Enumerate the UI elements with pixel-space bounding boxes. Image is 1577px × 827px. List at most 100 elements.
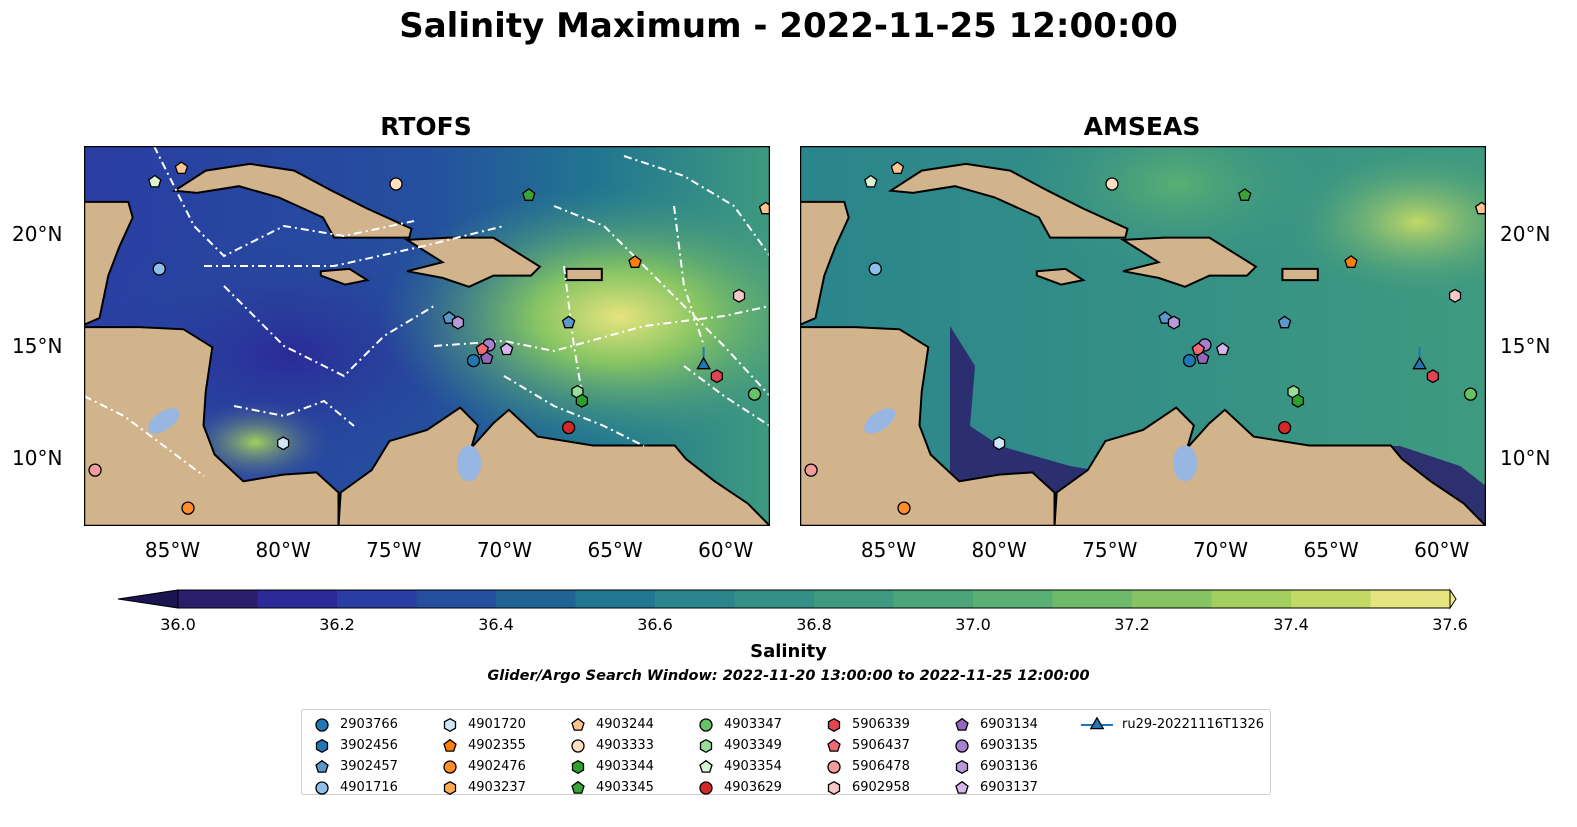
observation-marker-4903347[interactable] xyxy=(1463,387,1478,401)
observation-marker-4903344[interactable] xyxy=(1291,393,1305,408)
legend-label: 4901716 xyxy=(340,779,398,795)
lat-tick-label: 15°N xyxy=(1500,334,1551,359)
legend-item: 4901720 xyxy=(440,714,526,734)
observation-marker-ru29-20221116T1326[interactable] xyxy=(696,356,711,370)
lon-tick-label: 75°W xyxy=(1082,538,1138,562)
observation-marker-5906437[interactable] xyxy=(1191,342,1206,356)
land-shape xyxy=(1119,236,1258,288)
lon-tick-label: 70°W xyxy=(476,538,533,562)
colorbar-segment xyxy=(973,590,1053,608)
legend-marker-pentagon xyxy=(827,738,841,752)
lon-tick-label: 60°W xyxy=(698,538,754,562)
legend-marker-hexagon xyxy=(827,717,841,733)
lon-tick-label: 80°W xyxy=(255,538,311,562)
legend-item: 4902355 xyxy=(440,735,526,755)
colorbar xyxy=(117,588,1457,610)
land-shape xyxy=(887,162,1129,239)
legend-label: 4901720 xyxy=(468,716,526,732)
colorbar-tick-label: 36.8 xyxy=(796,615,832,634)
observation-marker-4903354[interactable] xyxy=(148,174,162,188)
legend-marker-circle xyxy=(571,739,585,753)
lake-maracaibo xyxy=(457,445,482,482)
observation-marker-4902355[interactable] xyxy=(628,255,642,268)
rtofs-map[interactable] xyxy=(84,146,770,526)
legend-marker-pentagon xyxy=(699,759,713,773)
observation-marker-4903345[interactable] xyxy=(522,188,536,201)
land-shape xyxy=(319,267,370,286)
observation-marker-6903137[interactable] xyxy=(499,342,514,356)
legend-marker-pentagon xyxy=(443,738,457,752)
observation-marker-2903766[interactable] xyxy=(1182,353,1197,368)
observation-marker-6902958[interactable] xyxy=(732,288,746,303)
observation-marker-4903629[interactable] xyxy=(1277,420,1292,435)
observation-marker-2903766[interactable] xyxy=(466,353,481,368)
observation-marker-4902476[interactable] xyxy=(897,501,911,515)
legend-label: 4902355 xyxy=(468,737,526,753)
land-shape xyxy=(84,326,340,526)
observation-marker-6903134[interactable] xyxy=(1196,351,1210,365)
observation-marker-5906478[interactable] xyxy=(804,463,818,477)
observation-marker-5906339[interactable] xyxy=(710,369,723,384)
map-frame xyxy=(800,146,1486,526)
colorbar-segment xyxy=(893,590,974,608)
observation-marker-6902958[interactable] xyxy=(1448,288,1462,303)
observation-marker-4903244[interactable] xyxy=(1474,201,1486,215)
lat-tick-label: 20°N xyxy=(1500,222,1551,247)
observation-marker-6903136[interactable] xyxy=(1167,315,1181,330)
observation-marker-6903137[interactable] xyxy=(1215,342,1230,356)
observation-marker-ru29-20221116T1326[interactable] xyxy=(1412,356,1427,370)
colorbar-tick-label: 37.0 xyxy=(955,615,991,634)
observation-marker-4903344[interactable] xyxy=(575,393,589,408)
legend-marker-pentagon xyxy=(955,780,969,794)
colorbar-tick-label: 36.2 xyxy=(319,615,355,634)
legend-marker-hexagon xyxy=(699,738,713,754)
lon-tick-label: 70°W xyxy=(1192,538,1249,562)
observation-marker-4903244[interactable] xyxy=(890,161,905,175)
legend-marker-pentagon xyxy=(315,759,329,773)
observation-marker-4903333[interactable] xyxy=(1105,177,1119,191)
observation-marker-4903345[interactable] xyxy=(1238,188,1252,201)
legend-item: 3902456 xyxy=(312,735,398,755)
land-shape xyxy=(337,406,770,526)
observation-marker-4903244[interactable] xyxy=(758,201,770,215)
observation-marker-4901720[interactable] xyxy=(277,436,290,451)
land-shape xyxy=(565,267,603,282)
observation-marker-5906478[interactable] xyxy=(88,463,102,477)
observation-marker-4903333[interactable] xyxy=(389,177,403,191)
lon-tick-label: 65°W xyxy=(587,538,643,562)
legend-marker-hexagon xyxy=(443,717,457,733)
legend-item: 4903349 xyxy=(696,735,782,755)
legend-label: 2903766 xyxy=(340,716,398,732)
observation-marker-5906339[interactable] xyxy=(1426,369,1439,384)
legend-marker-circle xyxy=(315,781,329,795)
legend-item: 4902476 xyxy=(440,756,526,776)
observation-marker-4903354[interactable] xyxy=(864,174,878,188)
observation-marker-4902476[interactable] xyxy=(181,501,195,515)
observation-marker-4901716[interactable] xyxy=(868,262,882,276)
amseas-map[interactable] xyxy=(800,146,1486,526)
observation-marker-3902457[interactable] xyxy=(561,315,576,329)
colorbar-segment xyxy=(337,590,417,608)
observation-marker-6903134[interactable] xyxy=(480,351,494,365)
observation-marker-6903136[interactable] xyxy=(451,315,465,330)
lon-tick-label: 80°W xyxy=(971,538,1027,562)
legend-label: 4903344 xyxy=(596,758,654,774)
observation-marker-4901716[interactable] xyxy=(152,262,166,276)
legend-item: 4903354 xyxy=(696,756,782,776)
legend-label: 4903347 xyxy=(724,716,782,732)
observation-marker-4903629[interactable] xyxy=(561,420,576,435)
colorbar-tick-label: 36.6 xyxy=(637,615,673,634)
lake-nicaragua xyxy=(864,408,896,434)
observation-marker-4903347[interactable] xyxy=(747,387,762,401)
observation-marker-5906437[interactable] xyxy=(475,342,490,356)
legend-label: 5906339 xyxy=(852,716,910,732)
legend-label: 6902958 xyxy=(852,779,910,795)
observation-marker-3902457[interactable] xyxy=(1277,315,1292,329)
observation-marker-4903244[interactable] xyxy=(174,161,189,175)
legend-item: 4903344 xyxy=(568,756,654,776)
lat-tick-label: 15°N xyxy=(12,334,63,359)
observation-marker-4901720[interactable] xyxy=(993,436,1006,451)
legend-label: 4903345 xyxy=(596,779,654,795)
observation-marker-4902355[interactable] xyxy=(1344,255,1358,268)
legend-item: 6903135 xyxy=(952,735,1038,755)
